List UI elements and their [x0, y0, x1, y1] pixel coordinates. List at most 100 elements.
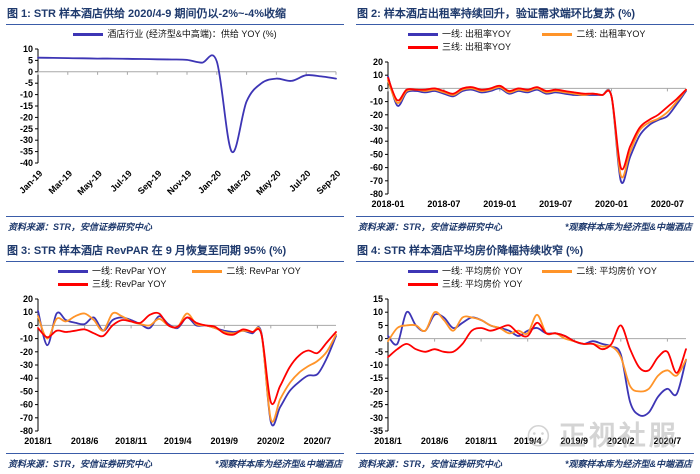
svg-text:-5: -5 — [375, 347, 383, 357]
svg-text:5: 5 — [28, 55, 33, 65]
legend-label: 三线: 平均房价 YOY — [442, 279, 523, 289]
legend-label: 一线: 平均房价 YOY — [442, 266, 523, 276]
svg-text:-15: -15 — [20, 101, 33, 111]
svg-text:-35: -35 — [20, 147, 33, 157]
legend-line-marker — [73, 33, 104, 36]
svg-text:-60: -60 — [370, 163, 383, 173]
figure-4-panel: 图 4: STR 样本酒店平均房价降幅持续收窄 (%) 一线: 平均房价 YOY… — [350, 237, 700, 474]
legend-label: 二线: 出租率YOY — [576, 29, 646, 39]
legend-line-marker — [58, 270, 88, 273]
svg-text:-70: -70 — [370, 176, 383, 186]
svg-text:Nov-19: Nov-19 — [165, 168, 193, 196]
figure-1-source-row: 资料来源：STR，安信证券研究中心 — [6, 216, 344, 233]
svg-text:0: 0 — [378, 334, 383, 344]
svg-text:-30: -30 — [20, 360, 33, 370]
figure-2-legend: 一线: 出租率YOY 二线: 出租率YOY 三线: 出租率YOY — [408, 28, 694, 54]
figure-4-title: 图 4: STR 样本酒店平均房价降幅持续收窄 (%) — [356, 241, 694, 262]
svg-text:15: 15 — [373, 294, 383, 304]
figure-3-title: 图 3: STR 样本酒店 RevPAR 在 9 月恢复至同期 95% (%) — [6, 241, 344, 262]
svg-text:Mar-19: Mar-19 — [47, 168, 75, 196]
legend-item: 三线: RevPar YOY — [58, 278, 192, 291]
legend-line-marker — [542, 33, 573, 36]
legend-item: 三线: 出租率YOY — [408, 41, 542, 54]
svg-text:10: 10 — [23, 307, 33, 317]
svg-text:2020-01: 2020-01 — [595, 199, 628, 209]
legend-line-marker — [58, 283, 88, 286]
svg-text:2018/1: 2018/1 — [24, 436, 52, 446]
figure-1-title: 图 1: STR 样本酒店供给 2020/4-9 期间仍以-2%~-4%收缩 — [6, 4, 344, 25]
svg-text:-70: -70 — [20, 413, 33, 423]
svg-text:10: 10 — [373, 70, 383, 80]
svg-text:2020/2: 2020/2 — [257, 436, 285, 446]
svg-text:2019/4: 2019/4 — [514, 436, 542, 446]
svg-text:-35: -35 — [370, 426, 383, 436]
footnote-text: *观察样本库为经济型&中端酒店 — [564, 459, 692, 469]
svg-text:2018/11: 2018/11 — [115, 436, 147, 446]
svg-text:5: 5 — [378, 320, 383, 330]
legend-item: 一线: 平均房价 YOY — [408, 265, 542, 278]
legend-item: 酒店行业 (经济型&中高端)：供给 YOY (%) — [73, 28, 277, 41]
legend-item: 一线: 出租率YOY — [408, 28, 542, 41]
legend-line-marker — [408, 33, 438, 36]
svg-text:-10: -10 — [20, 90, 33, 100]
svg-text:-30: -30 — [370, 123, 383, 133]
svg-text:-40: -40 — [20, 158, 33, 168]
svg-text:2019/9: 2019/9 — [561, 436, 589, 446]
figure-1-legend: 酒店行业 (经济型&中高端)：供给 YOY (%) — [6, 28, 344, 41]
figure-4-legend: 一线: 平均房价 YOY 二线: 平均房价 YOY 三线: 平均房价 YOY — [408, 265, 694, 291]
legend-item: 三线: 平均房价 YOY — [408, 278, 542, 291]
figure-2-panel: 图 2: 样本酒店出租率持续回升，验证需求端环比复苏 (%) 一线: 出租率YO… — [350, 0, 700, 237]
svg-text:2018/6: 2018/6 — [421, 436, 449, 446]
svg-text:-5: -5 — [25, 78, 33, 88]
svg-text:Sep-19: Sep-19 — [136, 168, 164, 196]
svg-text:2019/4: 2019/4 — [164, 436, 192, 446]
legend-line-marker — [192, 270, 223, 273]
svg-text:10: 10 — [373, 307, 383, 317]
legend-line-marker — [408, 46, 438, 49]
source-text: 资料来源：STR，安信证券研究中心 — [8, 459, 153, 469]
svg-text:May-20: May-20 — [254, 168, 283, 197]
svg-text:0: 0 — [378, 83, 383, 93]
svg-text:Sep-20: Sep-20 — [314, 168, 342, 196]
svg-text:-80: -80 — [370, 189, 383, 199]
svg-text:0: 0 — [28, 67, 33, 77]
svg-text:-50: -50 — [370, 149, 383, 159]
figure-1-panel: 图 1: STR 样本酒店供给 2020/4-9 期间仍以-2%~-4%收缩 酒… — [0, 0, 350, 237]
svg-text:-20: -20 — [370, 110, 383, 120]
svg-text:-20: -20 — [20, 347, 33, 357]
svg-text:-20: -20 — [370, 386, 383, 396]
svg-text:-25: -25 — [20, 124, 33, 134]
svg-text:-10: -10 — [370, 360, 383, 370]
svg-text:-40: -40 — [370, 136, 383, 146]
footnote-text: *观察样本库为经济型&中端酒店 — [564, 222, 692, 232]
svg-text:2018/6: 2018/6 — [71, 436, 99, 446]
svg-text:Mar-20: Mar-20 — [225, 168, 253, 196]
svg-text:-60: -60 — [20, 400, 33, 410]
svg-text:20: 20 — [23, 294, 33, 304]
figure-3-panel: 图 3: STR 样本酒店 RevPAR 在 9 月恢复至同期 95% (%) … — [0, 237, 350, 474]
legend-label: 二线: 平均房价 YOY — [576, 266, 657, 276]
svg-text:-25: -25 — [370, 400, 383, 410]
source-text: 资料来源：STR，安信证券研究中心 — [358, 459, 503, 469]
svg-text:-10: -10 — [370, 97, 383, 107]
legend-line-marker — [408, 283, 438, 286]
legend-label: 三线: 出租率YOY — [442, 42, 512, 52]
svg-text:May-19: May-19 — [75, 168, 104, 197]
svg-text:-20: -20 — [20, 112, 33, 122]
svg-text:2020/2: 2020/2 — [607, 436, 635, 446]
svg-text:Jul-20: Jul-20 — [287, 168, 312, 193]
svg-text:-50: -50 — [20, 386, 33, 396]
source-text: 资料来源：STR，安信证券研究中心 — [8, 222, 153, 232]
svg-text:-15: -15 — [370, 373, 383, 383]
svg-text:0: 0 — [28, 320, 33, 330]
svg-text:-30: -30 — [20, 135, 33, 145]
svg-text:Jul-19: Jul-19 — [108, 168, 133, 193]
svg-text:2020-07: 2020-07 — [651, 199, 684, 209]
svg-text:-30: -30 — [370, 413, 383, 423]
svg-text:2018-07: 2018-07 — [427, 199, 460, 209]
legend-label: 一线: RevPar YOY — [92, 266, 167, 276]
svg-text:2018-01: 2018-01 — [371, 199, 404, 209]
legend-item: 二线: 出租率YOY — [542, 28, 694, 41]
figure-3-legend: 一线: RevPar YOY 二线: RevPar YOY 三线: RevPar Y… — [58, 265, 344, 291]
